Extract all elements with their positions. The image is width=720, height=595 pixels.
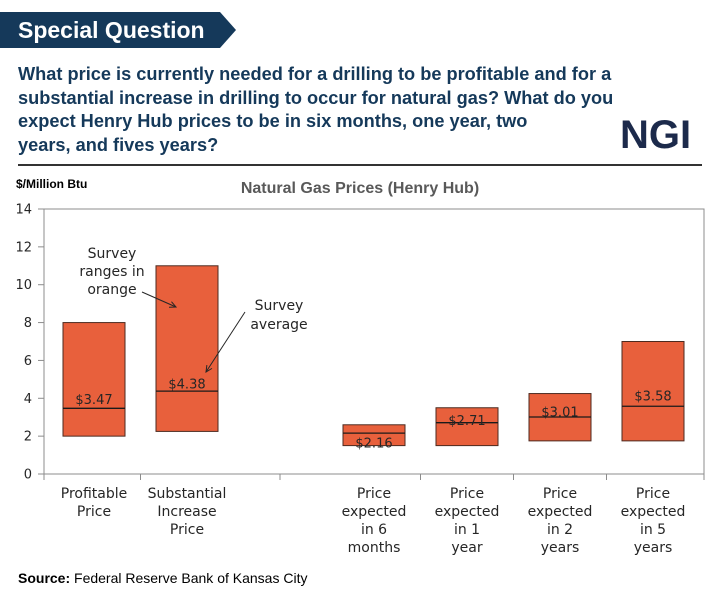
- y-tick-label: 4: [24, 392, 32, 407]
- data-label: $2.16: [355, 437, 392, 452]
- category-label: Price: [357, 486, 391, 502]
- category-label: Price: [636, 486, 670, 502]
- category-label: years: [634, 540, 673, 556]
- category-label: Increase: [157, 504, 216, 520]
- y-tick-label: 2: [24, 430, 32, 445]
- data-label: $3.47: [75, 393, 112, 408]
- category-label: in 6: [361, 522, 387, 538]
- annotation-text: ranges in: [79, 264, 144, 280]
- range-bar: [62, 322, 126, 437]
- range-bar: [435, 407, 499, 447]
- y-tick-label: 12: [15, 240, 32, 255]
- annotation-text: average: [250, 317, 307, 333]
- annotation-text: orange: [87, 282, 136, 298]
- chart-title: Natural Gas Prices (Henry Hub): [241, 180, 479, 197]
- y-tick-label: 0: [24, 468, 32, 483]
- plot-frame: [43, 208, 705, 475]
- category-label: in 5: [640, 522, 666, 538]
- source-note: Source: Federal Reserve Bank of Kansas C…: [18, 570, 307, 586]
- annotation-arrow: [141, 291, 177, 308]
- annotation-text: Survey: [255, 298, 304, 314]
- price-chart: Natural Gas Prices (Henry Hub) $/Million …: [15, 177, 705, 556]
- arrow-head: [205, 364, 213, 373]
- category-label: expected: [621, 504, 686, 520]
- y-tick-label: 8: [24, 316, 32, 331]
- question-text: What price is currently needed for a dri…: [18, 63, 688, 157]
- data-label: $4.38: [168, 378, 205, 393]
- category-label: Price: [77, 504, 111, 520]
- annotation-text: Survey: [88, 246, 137, 262]
- divider: [18, 164, 702, 166]
- y-axis-label: $/Million Btu: [16, 177, 87, 191]
- arrow-head: [168, 301, 178, 308]
- category-label: months: [348, 540, 401, 556]
- source-text: Federal Reserve Bank of Kansas City: [74, 570, 308, 586]
- category-label: year: [451, 540, 482, 556]
- category-label: expected: [342, 504, 407, 520]
- data-label: $2.71: [448, 414, 485, 429]
- data-label: $3.58: [634, 390, 671, 405]
- category-label: expected: [528, 504, 593, 520]
- category-label: Profitable: [61, 486, 128, 502]
- range-bar: [155, 265, 219, 432]
- question-line: years, and fives years?: [18, 134, 219, 155]
- category-label: in 1: [454, 522, 480, 538]
- y-tick-label: 14: [15, 203, 32, 218]
- range-bar: [621, 341, 685, 442]
- category-label: Price: [170, 522, 204, 538]
- question-line: substantial increase in drilling to occu…: [18, 87, 614, 108]
- ngi-logo: NGI: [620, 113, 692, 157]
- range-bar: [342, 424, 406, 447]
- category-label: expected: [435, 504, 500, 520]
- category-label: Price: [450, 486, 484, 502]
- annotation-arrow: [205, 311, 246, 373]
- banner-shape: [0, 12, 236, 48]
- header-title: Special Question: [18, 17, 205, 43]
- header-banner: Special Question: [0, 12, 236, 48]
- data-label: $3.01: [541, 406, 578, 421]
- category-label: Price: [543, 486, 577, 502]
- y-tick-label: 10: [15, 278, 32, 293]
- y-tick-label: 6: [24, 354, 32, 369]
- category-label: years: [541, 540, 580, 556]
- question-line: What price is currently needed for a dri…: [18, 64, 612, 84]
- question-line: expect Henry Hub prices to be in six mon…: [18, 111, 528, 131]
- category-label: Substantial: [148, 486, 227, 502]
- source-label: Source:: [18, 570, 71, 586]
- category-label: in 2: [547, 522, 573, 538]
